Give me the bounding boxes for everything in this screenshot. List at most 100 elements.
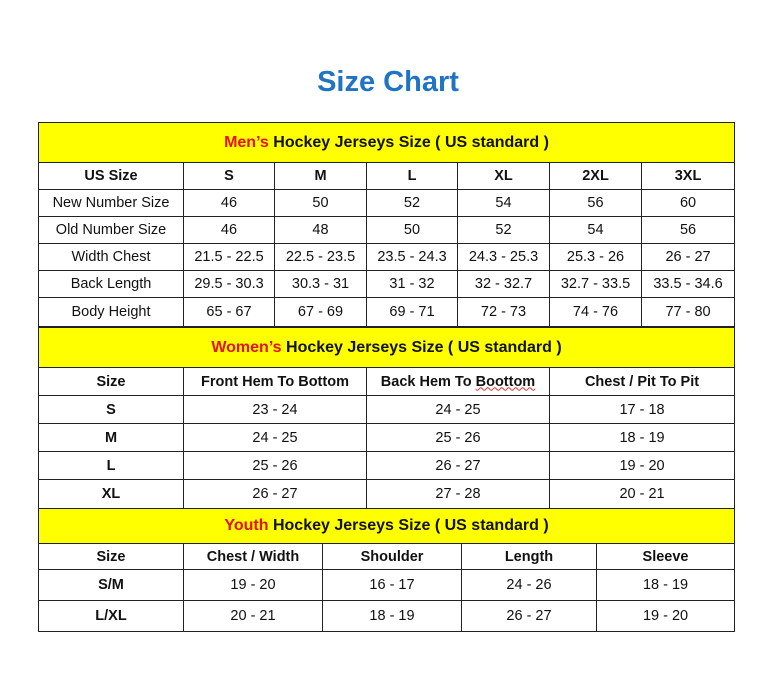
- table-row: Back Length 29.5 - 30.3 30.3 - 31 31 - 32 32…: [38, 270, 736, 298]
- misspelled-word: Boottom: [475, 373, 536, 390]
- table-cell: 18 - 19: [322, 600, 462, 632]
- table-cell: 46: [183, 189, 275, 217]
- row-label: Width Chest: [38, 243, 184, 271]
- column-header: XL: [457, 162, 550, 190]
- column-header: Shoulder: [322, 543, 462, 570]
- table-cell: 32 - 32.7: [457, 270, 550, 298]
- table-cell: 26 - 27: [183, 479, 367, 509]
- table-cell: 26 - 27: [640, 243, 736, 271]
- table-cell: 60: [640, 189, 736, 217]
- column-header: S: [183, 162, 275, 190]
- mens-heading: Men’s Hockey Jerseys Size ( US standard …: [37, 122, 736, 163]
- row-label: L/XL: [38, 600, 184, 632]
- heading-red: Women’s: [211, 338, 282, 356]
- table-cell: 48: [274, 216, 367, 244]
- column-header-label: Chest / Width: [206, 548, 300, 565]
- table-cell: 25.3 - 26: [549, 243, 642, 271]
- table-cell: 69 - 71: [366, 297, 458, 327]
- table-cell: 74 - 76: [549, 297, 642, 327]
- table-row: Width Chest 21.5 - 22.5 22.5 - 23.5 23.5 - …: [38, 243, 736, 271]
- column-header-label: XL: [494, 168, 513, 184]
- table-row: L 25 - 26 26 - 27 19 - 20: [38, 451, 736, 480]
- table-cell: 21.5 - 22.5: [183, 243, 275, 271]
- column-header: Size: [38, 543, 184, 570]
- row-label: S/M: [38, 569, 184, 601]
- column-header: 3XL: [640, 162, 736, 190]
- column-header-label: Shoulder: [360, 548, 424, 565]
- youth-heading: Youth Hockey Jerseys Size ( US standard …: [37, 508, 736, 544]
- table-cell: 23.5 - 24.3: [366, 243, 458, 271]
- table-cell: 19 - 20: [595, 600, 736, 632]
- column-header: 2XL: [549, 162, 642, 190]
- youth-size-table: Youth Hockey Jerseys Size ( US standard …: [37, 508, 736, 632]
- table-cell: 56: [549, 189, 642, 217]
- row-label: New Number Size: [38, 189, 184, 217]
- table-cell: 18 - 19: [595, 569, 736, 601]
- table-row: M 24 - 25 25 - 26 18 - 19: [38, 423, 736, 452]
- table-cell: 67 - 69: [274, 297, 367, 327]
- table-cell: 20 - 21: [548, 479, 736, 509]
- heading-rest: Hockey Jerseys Size ( US standard ): [268, 517, 549, 534]
- column-header-label: 3XL: [674, 168, 702, 184]
- column-header-label: Sleeve: [642, 548, 689, 565]
- column-header-label: Length: [504, 548, 554, 565]
- heading-red: Men’s: [224, 133, 269, 151]
- womens-heading: Women’s Hockey Jerseys Size ( US standar…: [37, 327, 736, 368]
- table-cell: 18 - 19: [548, 423, 736, 452]
- column-header: Front Hem To Bottom: [183, 367, 367, 396]
- table-cell: 50: [366, 216, 458, 244]
- column-header-label: S: [224, 168, 234, 184]
- column-header-label: L: [407, 168, 417, 184]
- row-label: L: [38, 451, 184, 480]
- table-cell: 31 - 32: [366, 270, 458, 298]
- table-cell: 77 - 80: [640, 297, 736, 327]
- table-row: Body Height 65 - 67 67 - 69 69 - 71 72 - 73 7…: [38, 297, 736, 327]
- column-header-label: M: [314, 168, 327, 184]
- column-header: Chest / Width: [183, 543, 323, 570]
- column-header-label: Size: [96, 373, 126, 390]
- table-cell: 22.5 - 23.5: [274, 243, 367, 271]
- mens-size-table: Men’s Hockey Jerseys Size ( US standard …: [37, 122, 736, 327]
- table-cell: 33.5 - 34.6: [640, 270, 736, 298]
- table-cell: 50: [274, 189, 367, 217]
- table-cell: 29.5 - 30.3: [183, 270, 275, 298]
- table-cell: 24 - 25: [183, 423, 367, 452]
- table-cell: 72 - 73: [457, 297, 550, 327]
- row-label: M: [38, 423, 184, 452]
- table-row: S 23 - 24 24 - 25 17 - 18: [38, 395, 736, 424]
- column-header-label: Size: [96, 548, 126, 565]
- table-cell: 52: [366, 189, 458, 217]
- column-header: US Size: [38, 162, 184, 190]
- heading-rest: Hockey Jerseys Size ( US standard ): [281, 338, 562, 356]
- table-cell: 25 - 26: [366, 423, 550, 452]
- column-header: Chest / Pit To Pit: [548, 367, 736, 396]
- column-header: Back Hem To Boottom: [366, 367, 550, 396]
- table-cell: 24 - 26: [461, 569, 597, 601]
- row-label: Body Height: [38, 297, 184, 327]
- table-cell: 19 - 20: [183, 569, 323, 601]
- row-label: Old Number Size: [38, 216, 184, 244]
- column-header: Size: [38, 367, 184, 396]
- table-cell: 23 - 24: [183, 395, 367, 424]
- table-cell: 20 - 21: [183, 600, 323, 632]
- column-header-label: Front Hem To Bottom: [201, 373, 349, 390]
- table-cell: 26 - 27: [461, 600, 597, 632]
- table-cell: 26 - 27: [366, 451, 550, 480]
- table-cell: 30.3 - 31: [274, 270, 367, 298]
- table-row: XL 26 - 27 27 - 28 20 - 21: [38, 479, 736, 509]
- table-cell: 16 - 17: [322, 569, 462, 601]
- table-row: Old Number Size 46 48 50 52 54 56: [38, 216, 736, 244]
- table-cell: 27 - 28: [366, 479, 550, 509]
- table-cell: 52: [457, 216, 550, 244]
- column-header-row: Size Chest / Width Shoulder Length Sleeve: [38, 543, 736, 570]
- table-cell: 25 - 26: [183, 451, 367, 480]
- column-header: Length: [461, 543, 597, 570]
- table-cell: 65 - 67: [183, 297, 275, 327]
- column-header: L: [366, 162, 458, 190]
- table-row: S/M 19 - 20 16 - 17 24 - 26 18 - 19: [38, 569, 736, 601]
- table-row: New Number Size 46 50 52 54 56 60: [38, 189, 736, 217]
- womens-size-table: Women’s Hockey Jerseys Size ( US standar…: [37, 327, 736, 509]
- table-cell: 19 - 20: [548, 451, 736, 480]
- column-header-label: Back Hem To: [380, 373, 476, 390]
- heading-rest: Hockey Jerseys Size ( US standard ): [268, 133, 549, 151]
